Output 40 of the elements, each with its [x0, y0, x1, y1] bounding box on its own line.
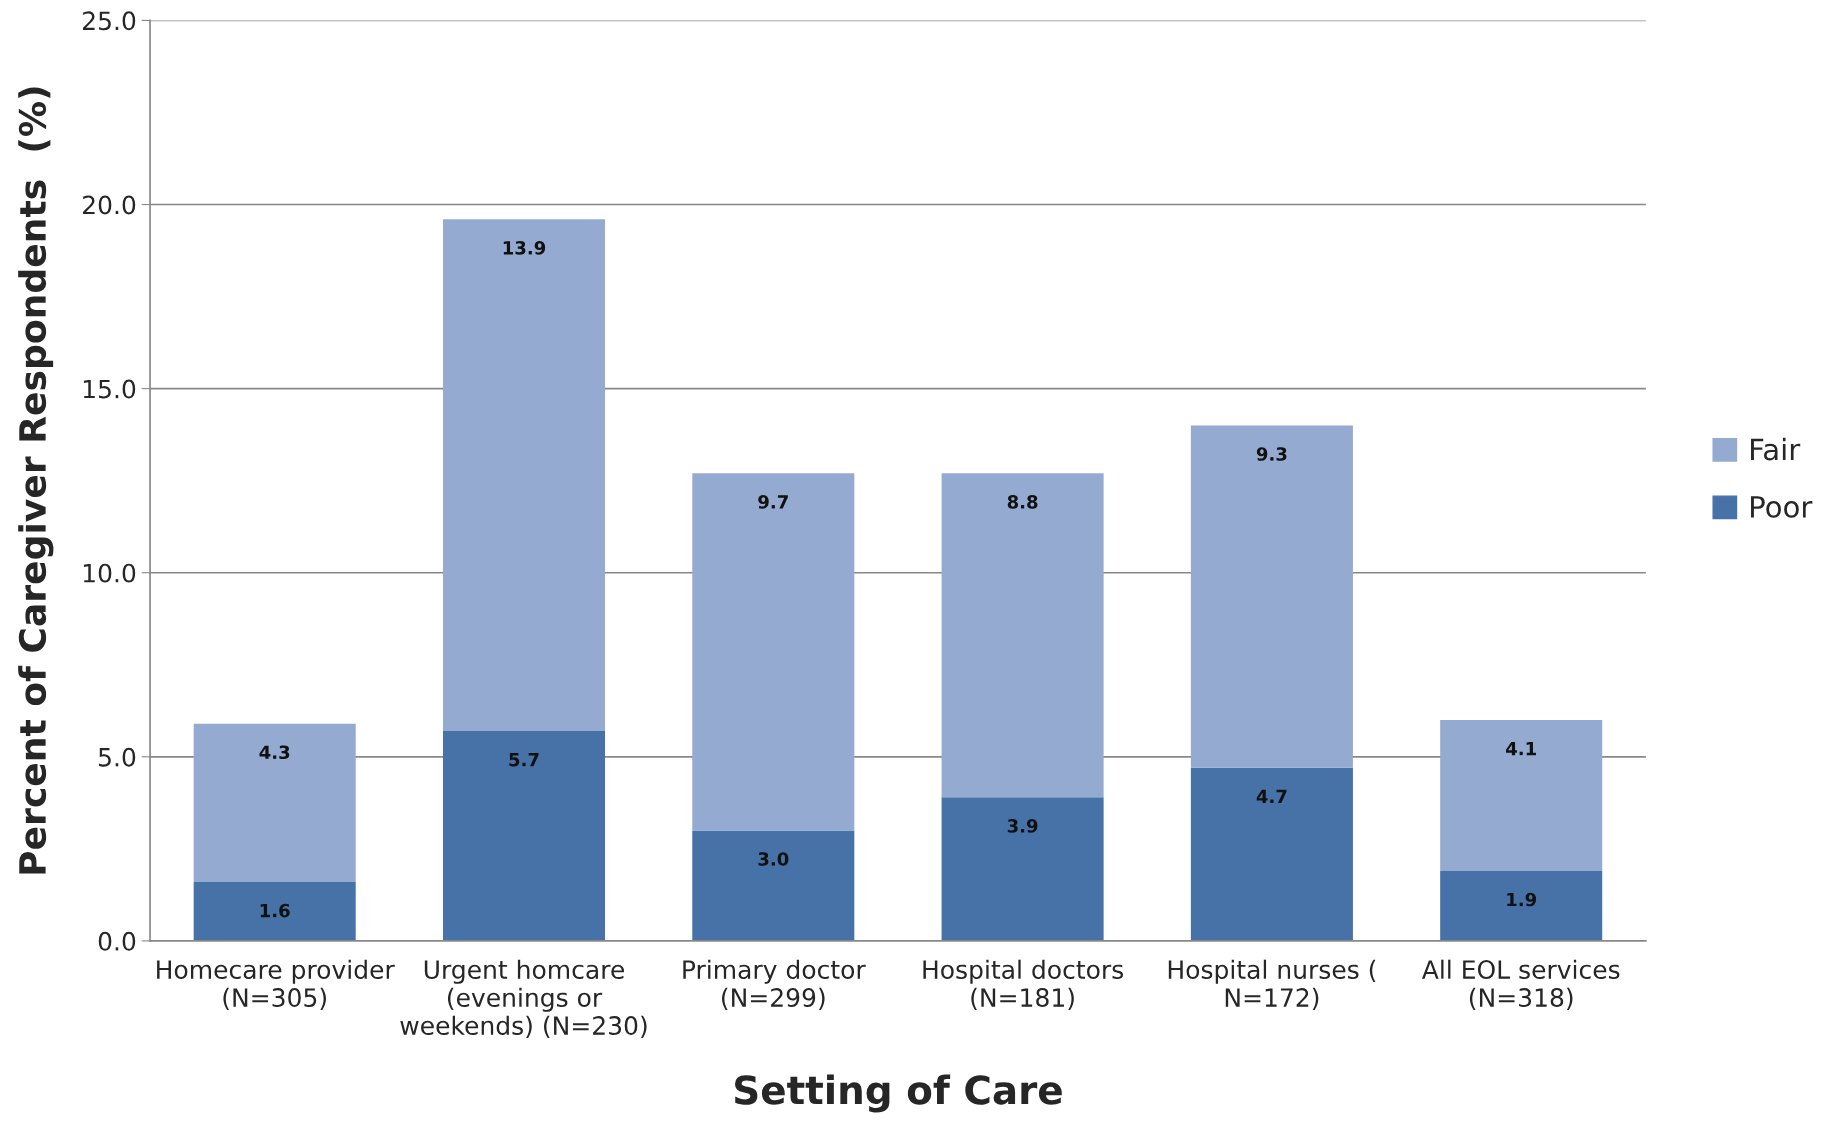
y-tick-label: 5.0 — [99, 747, 136, 767]
y-tick-label: 25.0 — [83, 11, 136, 31]
bar — [1190, 767, 1353, 941]
y-tick-label: 0.0 — [98, 931, 136, 951]
bar — [442, 219, 606, 732]
bar — [692, 830, 855, 941]
x-axis-title: Setting of Care — [735, 1074, 1062, 1113]
data-label: 3.9 — [1007, 819, 1038, 833]
y-tick-label: 10.0 — [83, 563, 136, 583]
data-label: 9.3 — [1256, 447, 1287, 461]
y-tick-label: 20.0 — [83, 195, 136, 215]
data-label: 13.9 — [503, 240, 546, 255]
data-label: 5.7 — [509, 753, 539, 767]
legend-label: Fair — [1751, 437, 1801, 461]
bar — [193, 723, 356, 882]
y-axis-title: Percent of Caregiver Respondents (%) — [18, 87, 54, 874]
bar — [692, 473, 855, 831]
data-label: 8.8 — [1007, 495, 1038, 509]
data-label: 4.7 — [1256, 789, 1287, 803]
bar — [941, 797, 1104, 941]
data-label: 1.6 — [260, 903, 290, 918]
bar — [1190, 425, 1353, 768]
x-tick-label: Homecare provider (N=305) — [157, 959, 395, 1010]
bar — [1440, 870, 1603, 941]
data-label: 3.0 — [758, 852, 789, 866]
bar — [442, 731, 606, 941]
bar — [193, 882, 356, 941]
x-tick-label: Urgent homcare (evenings or weekends) (N=230) — [400, 959, 647, 1038]
data-label: 4.3 — [259, 745, 290, 760]
y-tick-label: 15.0 — [83, 379, 136, 399]
bar — [941, 473, 1104, 798]
x-tick-label: All EOL services (N=318) — [1421, 959, 1620, 1010]
legend-label: Poor — [1751, 496, 1813, 518]
x-tick-label: Hospital doctors (N=181) — [923, 959, 1124, 1010]
data-label: 1.9 — [1507, 892, 1537, 907]
x-tick-label: Hospital nurses ( N=172) — [1168, 959, 1376, 1010]
x-tick-label: Primary doctor (N=299) — [683, 959, 866, 1010]
data-label: 4.1 — [1506, 741, 1536, 756]
bar — [1440, 720, 1603, 871]
data-label: 9.7 — [758, 495, 788, 509]
